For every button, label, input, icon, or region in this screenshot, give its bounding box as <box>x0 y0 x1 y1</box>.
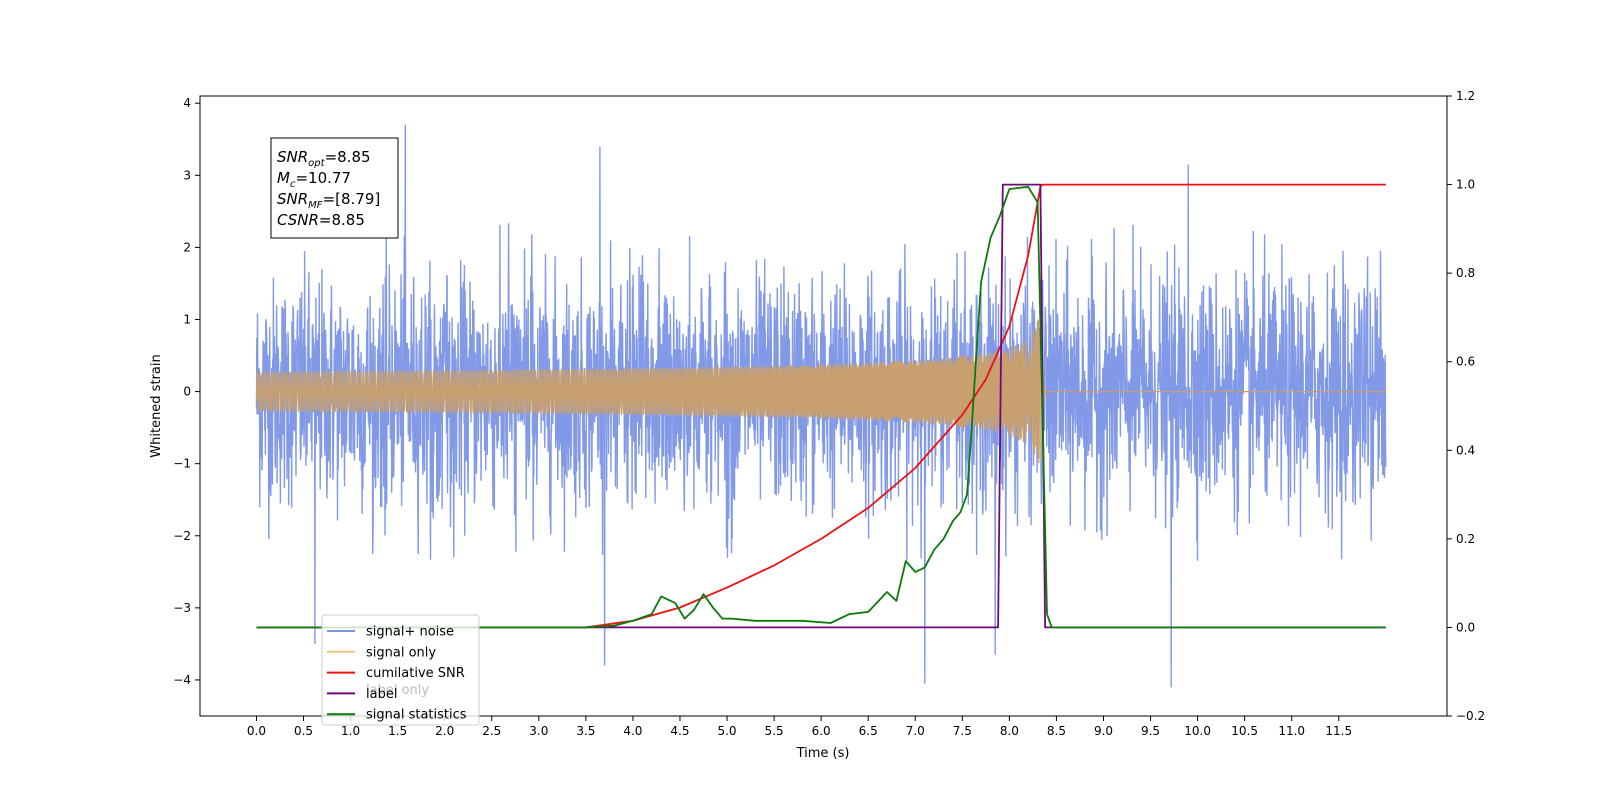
y2-tick-label: 1.2 <box>1456 89 1475 103</box>
y-tick-label: 0 <box>183 385 191 399</box>
y-tick-label: −3 <box>173 601 191 615</box>
y-tick-label: 1 <box>183 312 191 326</box>
annotation-value: =8.85 <box>325 148 371 166</box>
legend-label: cumilative SNR <box>366 666 465 681</box>
legend-frame <box>321 614 480 726</box>
series-cumilative-snr <box>256 183 1386 629</box>
y-axis-right: 1.2 1.0 0.8 0.6 0.4 0.2 0.0 −0.2 <box>1447 89 1485 723</box>
y2-tick-label: 1.0 <box>1456 178 1475 192</box>
x-tick-label: 9.0 <box>1094 724 1113 738</box>
x-tick-label: 10.5 <box>1231 724 1258 738</box>
y-tick-label: 2 <box>183 240 191 254</box>
y-tick-label: −1 <box>173 457 191 471</box>
x-tick-label: 0.0 <box>247 724 266 738</box>
x-tick-label: 8.5 <box>1047 724 1066 738</box>
x-tick-label: 5.0 <box>717 724 736 738</box>
y2-tick-label: 0.6 <box>1456 355 1475 369</box>
annotation-subscript: c <box>290 179 296 190</box>
y2-tick-label: 0.4 <box>1456 443 1475 457</box>
x-tick-label: 6.0 <box>812 724 831 738</box>
legend-label: label <box>366 687 397 702</box>
legend-label: signal+ noise <box>366 625 454 640</box>
annotation-line: Mc=10.77 <box>277 169 351 190</box>
x-tick-label: 9.5 <box>1141 724 1160 738</box>
y2-tick-label: −0.2 <box>1456 709 1485 723</box>
annotation-value: =10.77 <box>295 169 351 187</box>
y-tick-label: −2 <box>173 529 191 543</box>
series-signal-statistics <box>256 185 1386 629</box>
x-tick-label: 6.5 <box>859 724 878 738</box>
x-tick-label: 7.5 <box>953 724 972 738</box>
legend-overlapped-text: label only <box>366 683 429 698</box>
x-tick-label: 3.0 <box>529 724 548 738</box>
series-layer <box>255 124 1387 688</box>
annotation-symbol: SNR <box>277 190 308 208</box>
x-tick-label: 0.5 <box>294 724 313 738</box>
annotation-symbol: M <box>277 169 290 187</box>
annotation-line: SNRopt=8.85 <box>277 148 371 169</box>
legend-label: signal only <box>366 645 436 660</box>
y2-tick-label: 0.8 <box>1456 266 1475 280</box>
series-signal-only <box>255 316 1386 464</box>
annotation-line: CSNR=8.85 <box>277 211 365 229</box>
y-tick-label: 4 <box>183 96 191 110</box>
annotation-symbol: SNR <box>277 148 308 166</box>
x-tick-label: 3.5 <box>576 724 595 738</box>
annotation-subscript: MF <box>308 200 323 211</box>
y2-tick-label: 0.2 <box>1456 532 1475 546</box>
x-tick-label: 1.5 <box>388 724 407 738</box>
annotation-line: SNRMF=[8.79] <box>277 190 380 211</box>
y-tick-label: −4 <box>173 673 191 687</box>
x-tick-label: 2.5 <box>482 724 501 738</box>
x-axis-label: Time (s) <box>796 746 850 761</box>
y2-tick-label: 0.0 <box>1456 620 1475 634</box>
x-tick-label: 10.0 <box>1184 724 1211 738</box>
x-tick-label: 2.0 <box>435 724 454 738</box>
annotation-value: =8.85 <box>319 211 365 229</box>
x-tick-label: 5.5 <box>765 724 784 738</box>
x-tick-label: 4.5 <box>670 724 689 738</box>
y-tick-label: 3 <box>183 168 191 182</box>
x-tick-label: 11.0 <box>1278 724 1305 738</box>
x-tick-label: 4.0 <box>623 724 642 738</box>
annotation-symbol: CSNR <box>277 211 319 229</box>
x-axis: 0.0 0.5 1.0 1.5 2.0 2.5 3.0 3.5 4.0 4.5 5.0 5.5 6.0 6… <box>247 716 1352 738</box>
annotation-subscript: opt <box>308 158 325 169</box>
annotation-value: =[8.79] <box>323 190 381 208</box>
y-axis-label: Whitened strain <box>149 354 164 457</box>
legend: label only signal+ noise signal only cumila… <box>321 614 480 726</box>
plot-frame <box>199 95 1448 717</box>
y-axis-left: 4 3 2 1 0 −1 −2 −3 −4 <box>173 96 200 687</box>
x-tick-label: 1.0 <box>341 724 360 738</box>
x-tick-label: 11.5 <box>1325 724 1352 738</box>
x-tick-label: 8.0 <box>1000 724 1019 738</box>
x-tick-label: 7.0 <box>906 724 925 738</box>
legend-label: signal statistics <box>366 708 467 723</box>
